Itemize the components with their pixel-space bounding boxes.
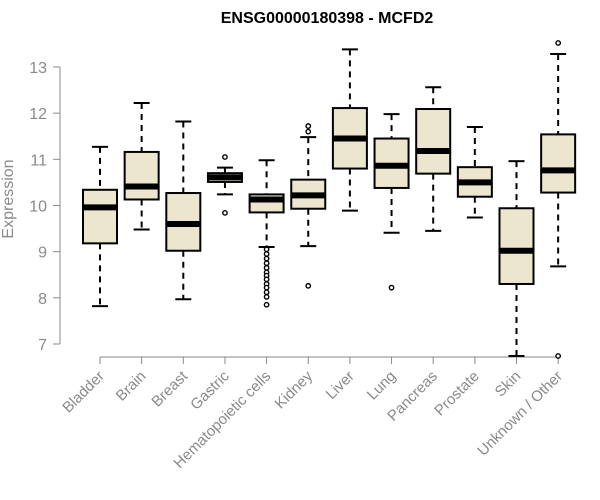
box-group (540, 40, 577, 359)
y-tick-label: 10 (29, 198, 47, 215)
x-tick-label: Liver (323, 368, 358, 403)
box-group (331, 48, 368, 212)
outlier-point (555, 353, 562, 359)
x-tick-label: Breast (148, 367, 191, 410)
outlier-point (263, 276, 270, 283)
box-group (290, 123, 327, 289)
outlier-point (263, 260, 270, 267)
y-tick-label: 13 (29, 60, 47, 77)
chart-title: ENSG00000180398 - MCFD2 (221, 10, 434, 27)
x-tick-label: Bladder (59, 368, 108, 417)
outlier-point (263, 289, 270, 296)
box-group (456, 126, 493, 219)
y-tick-label: 11 (30, 152, 47, 169)
boxes-layer (82, 40, 577, 359)
x-tick-label: Skin (492, 368, 525, 401)
box-iqr (498, 207, 535, 285)
y-tick-label: 8 (38, 291, 47, 308)
box-group (82, 145, 118, 308)
y-tick-label: 7 (38, 337, 47, 354)
outlier-point (305, 123, 312, 129)
outlier-point (305, 128, 312, 135)
box-group (248, 159, 285, 308)
x-tick-label: Lung (364, 368, 400, 404)
outlier-point (555, 40, 562, 46)
outlier-point (263, 264, 270, 271)
outlier-point (263, 255, 270, 262)
outlier-point (263, 301, 270, 308)
box-group (415, 86, 452, 232)
outlier-point (263, 284, 270, 291)
outlier-point (222, 209, 228, 216)
y-tick-label: 9 (38, 245, 47, 262)
box-group (373, 113, 410, 291)
box-group (206, 154, 243, 216)
box-group (123, 101, 160, 231)
x-tick-label: Prostate (431, 368, 483, 420)
box-group (165, 120, 202, 301)
box-iqr (540, 133, 577, 194)
box-group (498, 160, 535, 358)
x-tick-label: Brain (113, 368, 150, 405)
box-iqr (415, 107, 452, 175)
box-iqr (123, 150, 160, 201)
outlier-point (263, 251, 270, 257)
outlier-point (263, 246, 270, 253)
x-axis (99, 356, 559, 364)
box-iqr (82, 188, 118, 245)
y-axis: 7 8 9 10 11 12 13 (29, 60, 61, 354)
outlier-point (388, 284, 395, 291)
y-axis-label: Expression (0, 159, 17, 238)
outlier-point (305, 282, 312, 289)
y-tick-label: 12 (29, 106, 47, 123)
outlier-point (263, 294, 270, 300)
outlier-point (222, 154, 228, 160)
x-tick-label: Kidney (272, 367, 317, 412)
